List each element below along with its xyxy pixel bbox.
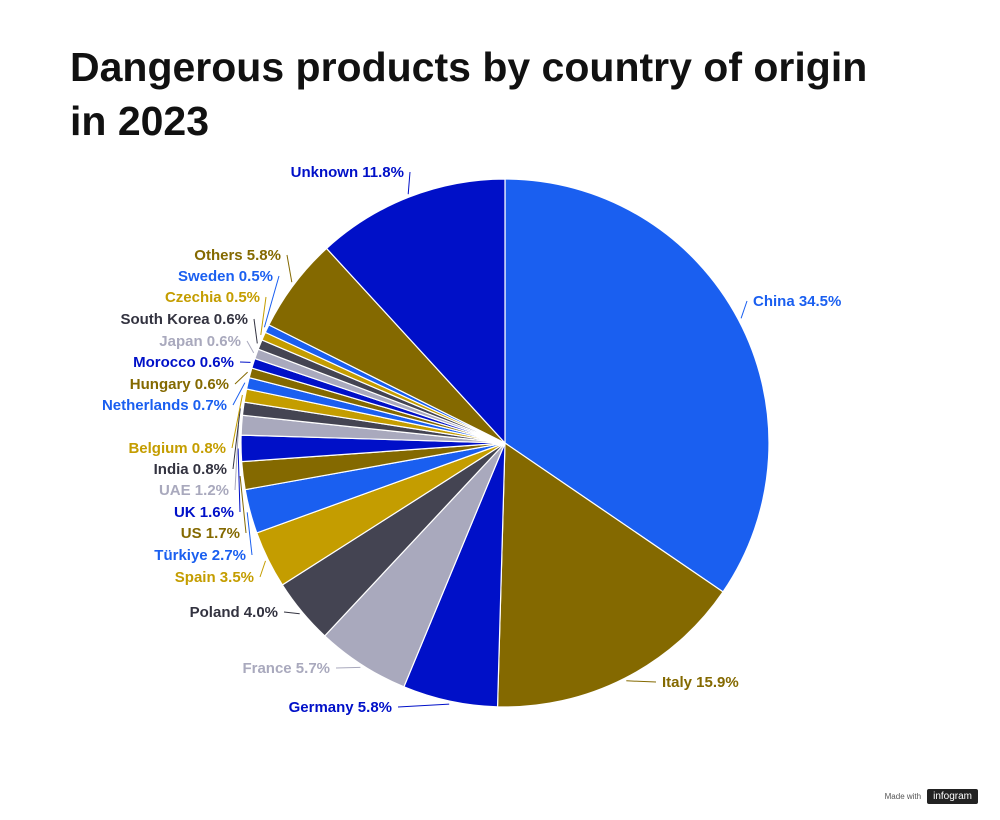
slice-label: Hungary 0.6% xyxy=(130,376,229,393)
pie-slice-china[interactable] xyxy=(504,178,770,593)
leader-line xyxy=(407,171,411,195)
slice-label: China 34.5% xyxy=(753,293,841,310)
leader-line xyxy=(260,296,267,335)
leader-line xyxy=(234,424,240,491)
leader-line xyxy=(286,254,293,283)
infogram-logo: infogram xyxy=(927,789,978,804)
slice-label: France 5.7% xyxy=(242,660,330,677)
leader-line xyxy=(232,408,241,470)
slice-label: Morocco 0.6% xyxy=(133,354,234,371)
slice-label: Poland 4.0% xyxy=(190,604,278,621)
leader-line xyxy=(263,275,280,328)
pie-slice-unknown[interactable] xyxy=(325,178,506,445)
leader-line xyxy=(237,448,241,513)
leader-line xyxy=(740,300,748,319)
leader-line xyxy=(246,340,255,354)
made-with-text: Made with xyxy=(884,792,922,801)
slice-label: Sweden 0.5% xyxy=(178,268,273,285)
leader-line xyxy=(283,611,300,615)
slice-label: Italy 15.9% xyxy=(662,674,739,691)
slice-label: Others 5.8% xyxy=(194,247,281,264)
leader-line xyxy=(253,318,258,344)
slice-label: UAE 1.2% xyxy=(159,482,229,499)
slice-label: Germany 5.8% xyxy=(289,699,392,716)
infogram-credit[interactable]: Made with infogram xyxy=(885,789,978,804)
slice-label: Czechia 0.5% xyxy=(165,289,260,306)
leader-line xyxy=(234,371,248,385)
slice-label: Unknown 11.8% xyxy=(291,164,404,181)
leader-line xyxy=(232,382,246,406)
slice-label: Türkiye 2.7% xyxy=(154,547,246,564)
slice-label: India 0.8% xyxy=(154,461,227,478)
chart-title: Dangerous products by country of origin … xyxy=(70,44,868,144)
pie-slice-italy[interactable] xyxy=(496,441,724,708)
leader-line xyxy=(626,680,657,683)
slice-label: Japan 0.6% xyxy=(159,333,241,350)
leader-line xyxy=(246,512,253,556)
slice-label: Netherlands 0.7% xyxy=(102,397,227,414)
slice-label: Belgium 0.8% xyxy=(128,440,226,457)
leader-line xyxy=(239,476,247,534)
slice-label: UK 1.6% xyxy=(174,504,234,521)
slice-label: Spain 3.5% xyxy=(175,569,254,586)
leader-line xyxy=(231,394,243,449)
leader-line xyxy=(397,703,450,708)
slice-label: US 1.7% xyxy=(181,525,240,542)
slice-label: South Korea 0.6% xyxy=(120,311,248,328)
leader-line xyxy=(259,560,266,578)
leader-line xyxy=(335,666,361,669)
